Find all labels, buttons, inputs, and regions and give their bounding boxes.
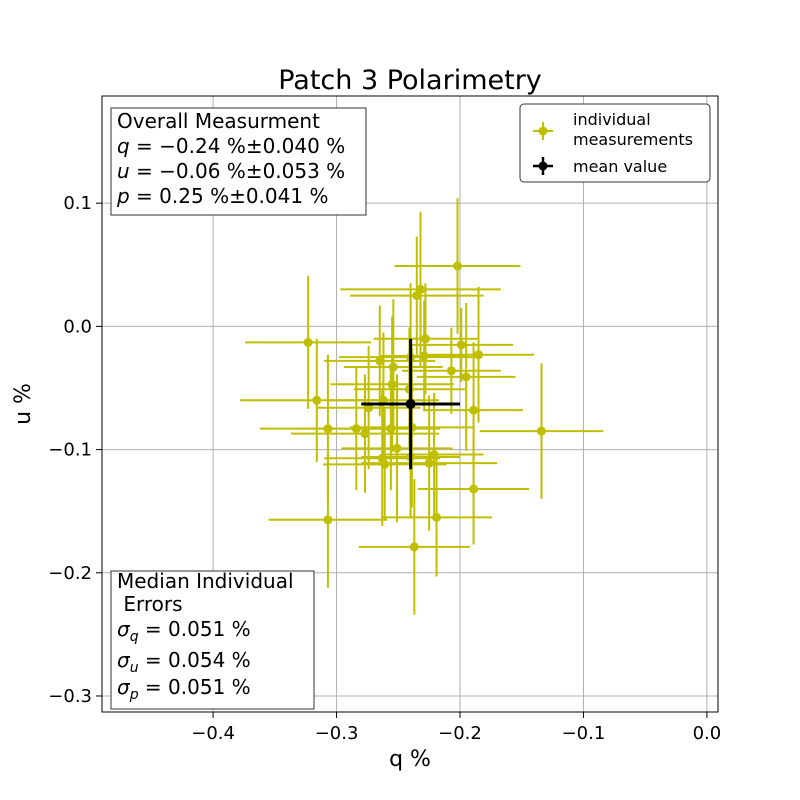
individual-point bbox=[373, 283, 478, 395]
legend-label-individual: individual measurements bbox=[573, 110, 693, 149]
median-sigma-q-line: σq = 0.051 % bbox=[117, 617, 251, 645]
median-box-frame bbox=[110, 570, 315, 710]
point-marker bbox=[469, 405, 479, 415]
point-marker bbox=[412, 291, 422, 301]
legend-label-individual-line1: individual bbox=[573, 110, 651, 129]
individual-point bbox=[358, 479, 470, 615]
sigma-p-symbol: σ bbox=[117, 675, 131, 699]
individual-point bbox=[401, 327, 501, 414]
sigma-u-value: = 0.054 % bbox=[139, 648, 251, 672]
plot-frame bbox=[101, 95, 719, 713]
overall-u-line: u = −0.06 %±0.053 % bbox=[117, 159, 345, 183]
x-tick-label: −0.4 bbox=[191, 723, 235, 744]
overall-u-symbol: u bbox=[117, 159, 130, 183]
chart-title: Patch 3 Polarimetry bbox=[278, 65, 542, 96]
x-axis-label: q % bbox=[389, 747, 431, 772]
point-marker bbox=[375, 356, 385, 366]
legend: individual measurements mean value bbox=[519, 103, 711, 183]
overall-u-value: = −0.06 %±0.053 % bbox=[130, 159, 346, 183]
point-marker bbox=[387, 379, 397, 389]
x-tick-label: 0.0 bbox=[693, 723, 722, 744]
individual-point bbox=[350, 236, 484, 355]
point-marker bbox=[303, 337, 313, 347]
legend-label-individual-line2: measurements bbox=[573, 130, 693, 149]
overall-q-line: q = −0.24 %±0.040 % bbox=[117, 134, 345, 158]
median-sigma-u-line: σu = 0.054 % bbox=[117, 648, 251, 676]
point-marker bbox=[386, 424, 396, 434]
point-marker bbox=[461, 372, 471, 382]
sigma-q-subscript: q bbox=[130, 629, 139, 645]
overall-q-value: = −0.24 %±0.040 % bbox=[130, 134, 346, 158]
sigma-q-value: = 0.051 % bbox=[139, 617, 251, 641]
mean-marker bbox=[405, 399, 416, 409]
x-axis-ticks: −0.4 −0.3 −0.2 −0.1 0.0 bbox=[191, 712, 721, 744]
x-tick-label: −0.3 bbox=[315, 723, 359, 744]
individual-point bbox=[341, 367, 441, 491]
point-marker bbox=[432, 512, 442, 522]
x-tick-label: −0.2 bbox=[438, 723, 482, 744]
overall-measurement-box: Overall Measurment q = −0.24 %±0.040 % u… bbox=[110, 107, 367, 216]
point-marker bbox=[469, 484, 479, 494]
individual-point bbox=[479, 363, 604, 499]
overall-p-symbol: p bbox=[116, 184, 130, 208]
overall-box-heading: Overall Measurment bbox=[117, 109, 320, 133]
y-axis-label: u % bbox=[11, 383, 36, 425]
point-marker bbox=[312, 395, 322, 405]
point-marker bbox=[323, 515, 333, 525]
point-marker bbox=[419, 351, 429, 361]
individual-point bbox=[268, 452, 388, 588]
point-marker bbox=[420, 334, 430, 344]
legend-label-mean: mean value bbox=[573, 157, 667, 176]
y-tick-label: 0.1 bbox=[63, 193, 92, 214]
sigma-p-subscript: p bbox=[129, 687, 139, 703]
sigma-u-subscript: u bbox=[130, 660, 139, 676]
individual-point bbox=[394, 198, 521, 334]
individual-point bbox=[380, 458, 493, 577]
point-marker bbox=[380, 459, 390, 469]
median-box-heading-line2: Errors bbox=[117, 592, 183, 616]
overall-box-frame bbox=[110, 107, 367, 216]
individual-point bbox=[416, 302, 516, 451]
legend-frame bbox=[519, 103, 711, 183]
sigma-q-symbol: σ bbox=[117, 617, 131, 641]
x-tick-label: −0.1 bbox=[562, 723, 606, 744]
overall-p-line: p = 0.25 %±0.041 % bbox=[116, 184, 328, 208]
y-axis-ticks: 0.1 0.0 −0.1 −0.2 −0.3 bbox=[48, 193, 102, 707]
point-marker bbox=[453, 261, 463, 271]
median-box-heading-line1: Median Individual bbox=[117, 569, 294, 593]
point-marker bbox=[424, 458, 434, 468]
individual-point bbox=[245, 275, 372, 409]
sigma-p-value: = 0.051 % bbox=[139, 675, 251, 699]
legend-marker-mean bbox=[533, 157, 553, 175]
individual-point bbox=[380, 300, 468, 412]
point-marker bbox=[392, 443, 402, 453]
median-sigma-p-line: σp = 0.051 % bbox=[117, 675, 251, 703]
point-marker bbox=[446, 366, 456, 376]
point-marker bbox=[409, 542, 419, 552]
point-marker bbox=[536, 426, 546, 436]
individual-point bbox=[343, 299, 443, 435]
individual-points-layer bbox=[240, 198, 604, 615]
overall-p-value: = 0.25 %±0.041 % bbox=[130, 184, 329, 208]
legend-marker-individual bbox=[533, 122, 553, 140]
y-tick-label: −0.1 bbox=[48, 440, 92, 461]
y-tick-label: 0.0 bbox=[63, 316, 92, 337]
individual-point bbox=[290, 374, 440, 493]
y-tick-label: −0.2 bbox=[48, 563, 92, 584]
point-marker bbox=[456, 340, 466, 350]
individual-point bbox=[409, 307, 514, 382]
y-tick-label: −0.3 bbox=[48, 686, 92, 707]
point-marker bbox=[360, 429, 370, 439]
overall-q-symbol: q bbox=[117, 134, 130, 158]
median-errors-box: Median Individual Errors σq = 0.051 % σu… bbox=[110, 569, 315, 710]
sigma-u-symbol: σ bbox=[117, 648, 131, 672]
mean-point-layer bbox=[361, 338, 460, 470]
